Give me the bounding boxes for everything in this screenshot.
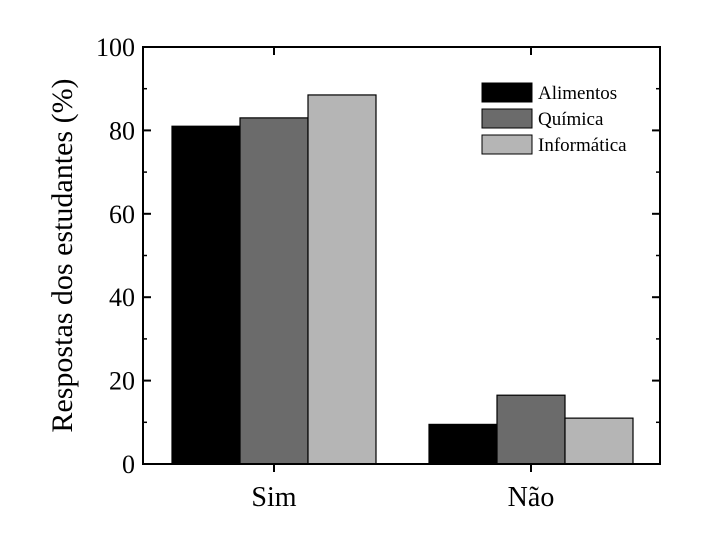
legend-label: Alimentos	[538, 83, 617, 104]
y-tick-label: 100	[96, 33, 135, 62]
legend-label: Informática	[538, 135, 627, 156]
y-tick-label: 0	[122, 450, 135, 479]
legend: Alimentos Química Informática	[481, 82, 627, 156]
legend-swatch	[481, 82, 533, 103]
x-category-label: Não	[508, 482, 555, 513]
bar-sim-informatica	[307, 94, 377, 465]
y-tick-label: 40	[109, 283, 135, 312]
bar-sim-alimentos	[171, 125, 241, 465]
bar-nao-alimentos	[428, 423, 498, 465]
y-tick-label: 60	[109, 200, 135, 229]
y-axis-title: Respostas dos estudantes (%)	[46, 78, 79, 432]
legend-swatch	[481, 108, 533, 129]
x-category-label: Sim	[251, 482, 296, 513]
x-axis-ticks: Sim Não	[251, 47, 554, 513]
bar-sim-quimica	[239, 117, 309, 465]
y-axis-ticks: 0 20 40 60 80 100	[96, 33, 660, 479]
y-tick-label: 80	[109, 116, 135, 145]
legend-swatch	[481, 134, 533, 155]
bars	[171, 94, 634, 465]
bar-nao-informatica	[564, 417, 634, 465]
legend-label: Química	[538, 109, 604, 130]
bar-nao-quimica	[496, 394, 566, 465]
y-tick-label: 20	[109, 367, 135, 396]
